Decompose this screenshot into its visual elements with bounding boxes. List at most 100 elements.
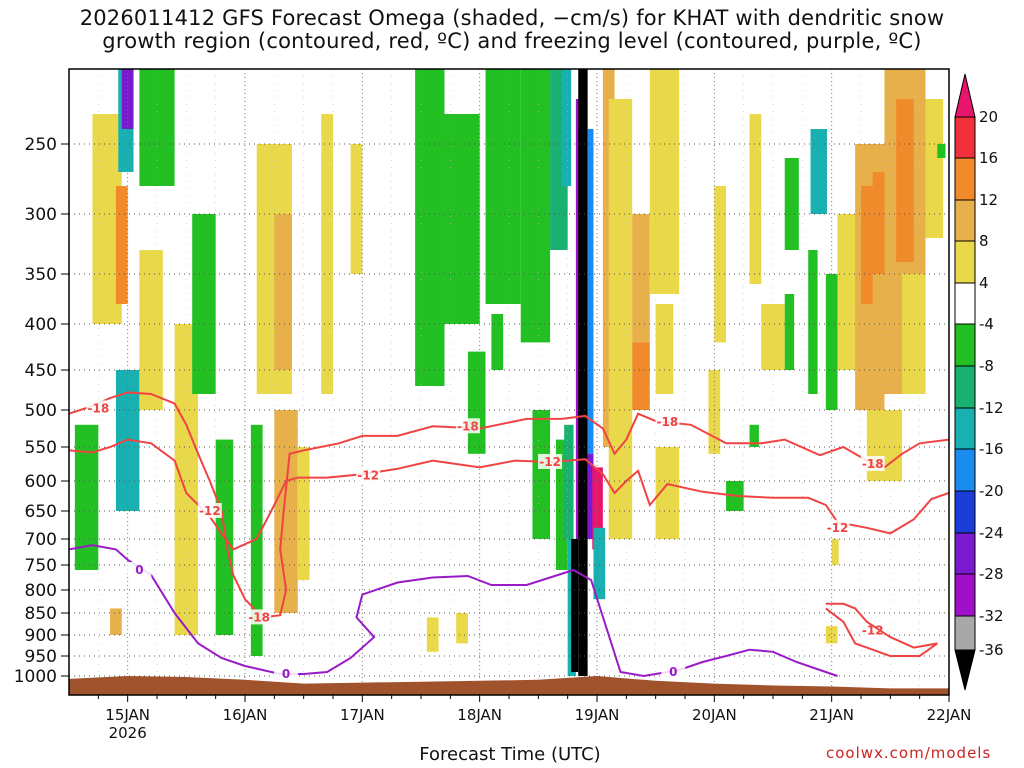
- chart-title-line1: 2026011412 GFS Forecast Omega (shaded, −…: [79, 6, 945, 30]
- colorbar-swatch: [954, 365, 976, 409]
- omega-cell: [608, 99, 633, 539]
- omega-cell: [532, 410, 551, 539]
- x-year-label: 2026: [109, 724, 147, 742]
- omega-cell: [761, 304, 785, 370]
- omega-cell: [784, 294, 795, 370]
- x-tick-label: 16JAN: [223, 706, 268, 724]
- colorbar-label: -32: [979, 607, 1004, 625]
- omega-cell: [925, 99, 944, 238]
- colorbar-swatch: [954, 407, 976, 450]
- colorbar-label: 12: [979, 191, 998, 209]
- colorbar-swatch: [954, 448, 976, 492]
- contour-label-bg: [538, 453, 563, 469]
- contour-label: -18: [87, 401, 109, 415]
- omega-cell: [250, 424, 263, 656]
- omega-cell: [192, 214, 216, 394]
- colorbar-swatch: [954, 157, 976, 201]
- contour-label-bg: [86, 400, 111, 416]
- omega-cell: [485, 69, 521, 304]
- x-tick-label: 20JAN: [692, 706, 737, 724]
- contour-label: -18: [457, 419, 479, 433]
- colorbar-swatch: [954, 116, 976, 159]
- y-tick-label: 900: [25, 626, 57, 646]
- y-tick-label: 750: [25, 556, 57, 576]
- omega-cell: [708, 370, 721, 454]
- omega-cell: [415, 69, 445, 386]
- colorbar-label: -12: [979, 399, 1004, 417]
- contour-label: -18: [657, 415, 679, 429]
- colorbar-label: -4: [979, 315, 994, 333]
- contour-label-bg: [356, 467, 381, 483]
- omega-cell: [632, 342, 650, 410]
- contours: -18 -18 -18 -18 -18 -12 -12 -12 -12 -12 0 0 0: [69, 391, 949, 681]
- omega-cell: [592, 467, 603, 550]
- colorbar-swatch: [954, 490, 976, 534]
- y-tick-label: 700: [25, 530, 57, 550]
- colorbar-swatch: [954, 573, 976, 617]
- x-tick-label: 22JAN: [927, 706, 972, 724]
- contour-line: [825, 602, 938, 657]
- colorbar-label: -8: [979, 357, 994, 375]
- omega-cell: [174, 324, 199, 635]
- y-tick-label: 500: [25, 401, 57, 421]
- contour-label-bg: [247, 609, 272, 625]
- omega-cell: [714, 186, 727, 343]
- omega-cell: [784, 158, 799, 250]
- y-tick-label: 950: [25, 647, 57, 667]
- omega-cell: [749, 424, 759, 447]
- omega-cell: [115, 186, 128, 304]
- contour-line: [69, 544, 838, 678]
- colorbar-swatch: [954, 532, 976, 575]
- omega-cell: [649, 69, 680, 294]
- colorbar-label: -20: [979, 482, 1004, 500]
- colorbar-swatch: [954, 240, 976, 284]
- contour-label: -12: [539, 455, 561, 469]
- contour-label: 0: [135, 563, 143, 577]
- x-axis-title: Forecast Time (UTC): [419, 744, 601, 765]
- omega-cell: [555, 439, 568, 570]
- y-tick-label: 850: [25, 604, 57, 624]
- contour-label: -12: [357, 469, 379, 483]
- omega-cell: [274, 410, 298, 613]
- omega-cell: [350, 144, 363, 274]
- omega-cell: [571, 539, 579, 672]
- contour-line: [69, 391, 949, 619]
- omega-cell: [74, 424, 99, 570]
- colorbar: 20 16 12 8 4 -4 -8 -12 -16 -20 -24 -28 -32 -36: [954, 73, 1004, 691]
- contour-label: 0: [669, 665, 677, 679]
- omega-cell: [632, 214, 650, 343]
- contour-label: -12: [199, 504, 221, 518]
- contour-label-bg: [455, 418, 480, 434]
- y-tick-label: 350: [25, 265, 57, 285]
- colorbar-label: -36: [979, 641, 1004, 659]
- colorbar-swatch: [954, 199, 976, 242]
- omega-cell: [861, 186, 873, 304]
- omega-cell: [578, 69, 588, 676]
- omega-cell: [808, 250, 818, 394]
- omega-cell: [837, 214, 861, 370]
- axes: 2503003504004505005506006507007508008509…: [14, 135, 972, 742]
- x-tick-label: 18JAN: [457, 706, 502, 724]
- x-tick-label: 15JAN: [105, 706, 150, 724]
- omega-cell: [121, 69, 134, 129]
- contour-label-bg: [197, 503, 222, 518]
- x-tick-label: 21JAN: [809, 706, 854, 724]
- omega-cell: [444, 114, 480, 324]
- contour-label-bg: [860, 622, 885, 638]
- contour-label: -12: [862, 624, 884, 638]
- omega-cell: [110, 608, 122, 635]
- contour-label-bg: [127, 562, 152, 577]
- omega-cell: [456, 613, 468, 644]
- y-tick-label: 250: [25, 135, 57, 155]
- y-tick-label: 400: [25, 315, 57, 335]
- y-tick-label: 450: [25, 361, 57, 381]
- omega-cell: [749, 114, 762, 284]
- omega-cell: [520, 69, 551, 343]
- omega-cell: [602, 69, 615, 447]
- colorbar-label: 20: [979, 108, 998, 126]
- omega-cell: [587, 129, 594, 454]
- colorbar-swatch: [954, 282, 976, 325]
- colorbar-label: 4: [979, 274, 989, 292]
- omega-cell: [139, 69, 175, 186]
